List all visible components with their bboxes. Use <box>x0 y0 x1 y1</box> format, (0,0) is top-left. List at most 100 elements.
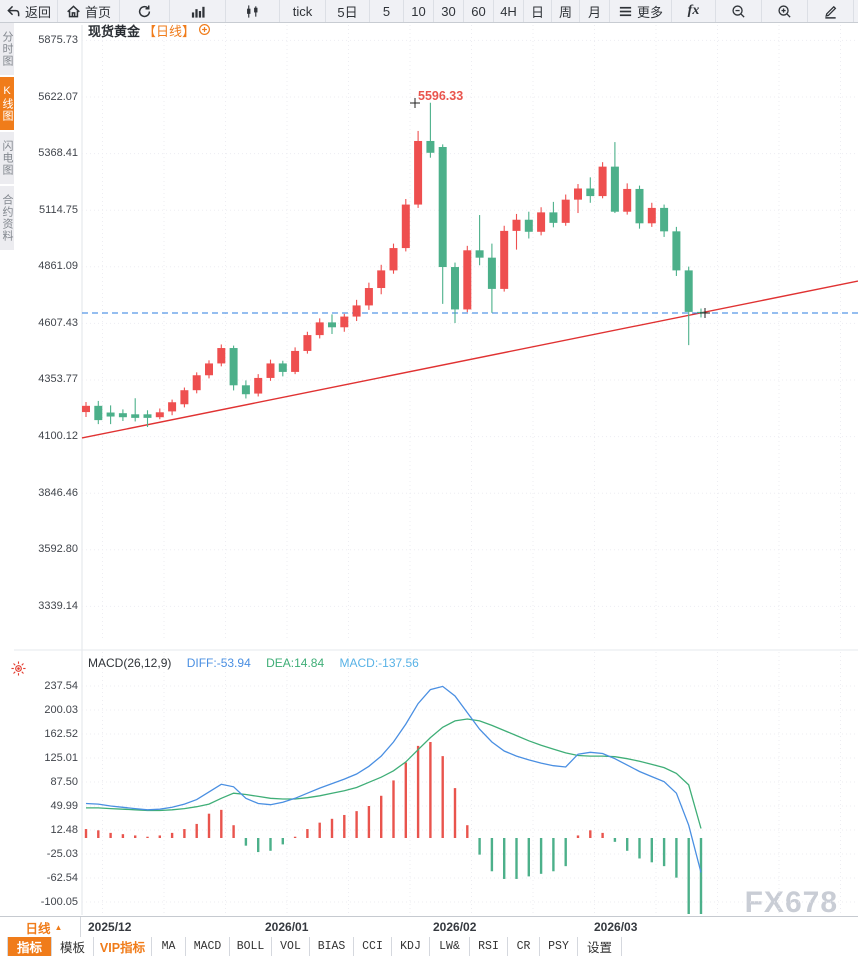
cr-button[interactable]: CR <box>508 937 540 956</box>
more-button[interactable]: 更多 <box>610 0 672 22</box>
macd-diff-line <box>85 685 702 873</box>
add-compare-icon[interactable] <box>198 23 211 39</box>
candle-body <box>451 267 459 310</box>
indicator-tab[interactable]: 指标 <box>8 937 52 956</box>
triangle-up-icon: ▲ <box>54 922 63 932</box>
chart-style-candles-button[interactable] <box>226 0 280 22</box>
interval-4h-button[interactable]: 4H <box>494 0 524 22</box>
candle-body <box>389 248 398 271</box>
price-tick-label: 3592.80 <box>38 543 78 556</box>
period-selector-dropdown[interactable]: 日线 ▲ <box>8 917 81 937</box>
macd-tick-label: -25.03 <box>46 847 78 860</box>
candle-body <box>364 288 373 306</box>
candle-body <box>598 166 607 197</box>
candle-body <box>684 270 693 312</box>
candle-body <box>524 219 533 232</box>
template-tab[interactable]: 模板 <box>52 937 94 956</box>
macd-dea-line <box>86 718 702 829</box>
boll-button[interactable]: BOLL <box>230 937 272 956</box>
zoom-out-button[interactable] <box>716 0 762 22</box>
candle-body <box>586 188 595 197</box>
interval-4h-button-label: 4H <box>500 3 517 19</box>
fx-indicator-button[interactable]: fx <box>672 0 716 22</box>
candle-body <box>475 250 484 258</box>
candle-body <box>168 402 177 412</box>
tab-kline-chart[interactable]: K线图 <box>0 77 14 130</box>
indicator-settings-icon[interactable] <box>11 661 26 681</box>
candle-body <box>377 270 386 289</box>
candle-body <box>118 413 127 418</box>
interval-10m-button[interactable]: 10 <box>404 0 434 22</box>
macd-tick-label: 87.50 <box>50 775 78 788</box>
psy-button[interactable]: PSY <box>540 937 578 956</box>
back-button[interactable]: 返回 <box>0 0 58 22</box>
macd-button[interactable]: MACD <box>186 937 230 956</box>
draw-button[interactable] <box>808 0 854 22</box>
tab-lightning-chart[interactable]: 闪电图 <box>0 132 14 184</box>
macd-tick-label: 49.99 <box>50 799 78 812</box>
price-tick-label: 4607.43 <box>38 316 78 329</box>
vol-button[interactable]: VOL <box>272 937 310 956</box>
price-tick-label: 5622.07 <box>38 90 78 103</box>
tab-time-chart[interactable]: 分时图 <box>0 23 14 75</box>
candle-body <box>660 207 669 232</box>
candle-body <box>426 140 435 153</box>
date-axis-label: 2025/12 <box>88 920 132 934</box>
candle-body <box>537 212 546 232</box>
fx-indicator-button-label: fx <box>687 3 700 18</box>
lwr-button[interactable]: LW& <box>430 937 470 956</box>
candle-body <box>549 212 558 223</box>
back-icon <box>6 4 21 19</box>
candle-body <box>229 348 238 386</box>
price-tick-label: 4353.77 <box>38 373 78 386</box>
interval-day-button[interactable]: 日 <box>524 0 552 22</box>
tab-contract-info[interactable]: 合约资料 <box>0 186 14 250</box>
trend-line <box>81 280 858 439</box>
interval-5d-button[interactable]: 5日 <box>326 0 370 22</box>
candle-body <box>291 350 300 372</box>
zoom-in-button[interactable] <box>762 0 808 22</box>
kdj-button[interactable]: KDJ <box>392 937 430 956</box>
refresh-button[interactable] <box>120 0 170 22</box>
interval-week-button[interactable]: 周 <box>552 0 580 22</box>
candle-body <box>352 305 361 317</box>
interval-30m-button[interactable]: 30 <box>434 0 464 22</box>
macd-dea-value: DEA:14.84 <box>266 656 325 670</box>
chart-type-sidebar: 分时图 K线图闪电图合约资料 <box>0 23 14 252</box>
ma-button[interactable]: MA <box>152 937 186 956</box>
date-axis-row: 日线 ▲ 2025/12 2026/01 2026/02 2026/03 <box>0 916 858 938</box>
settings-button[interactable]: 设置 <box>578 937 622 956</box>
interval-60m-button[interactable]: 60 <box>464 0 494 22</box>
interval-month-button-label: 月 <box>587 4 601 20</box>
vip-indicator-tab[interactable]: VIP指标 <box>94 937 152 956</box>
candle-body <box>82 405 90 413</box>
macd-tick-label: 200.03 <box>44 703 78 716</box>
chart-style-bars-button[interactable] <box>170 0 226 22</box>
candle-body <box>143 414 152 418</box>
candle-body <box>328 322 336 328</box>
candle-body <box>623 188 632 212</box>
zoom-out-icon <box>731 4 746 19</box>
candle-body <box>487 257 496 289</box>
highest-price-label: 5596.33 <box>418 89 464 103</box>
price-tick-label: 3846.46 <box>38 486 78 499</box>
rsi-button[interactable]: RSI <box>470 937 508 956</box>
interval-5m-button[interactable]: 5 <box>370 0 404 22</box>
home-button[interactable]: 首页 <box>58 0 120 22</box>
interval-tick-button[interactable]: tick <box>280 0 326 22</box>
price-tick-label: 5114.75 <box>39 203 78 216</box>
candle-body <box>278 363 287 372</box>
bias-button[interactable]: BIAS <box>310 937 354 956</box>
candle-body <box>131 414 140 418</box>
price-tick-label: 3339.14 <box>38 599 78 612</box>
indicator-toolbar: 指标 模板 VIP指标 MA MACD BOLL VOL BIAS CCI KDJ LW& RSI CR… <box>0 937 858 956</box>
macd-header: MACD(26,12,9) DIFF:-53.94 DEA:14.84 MACD… <box>88 656 431 670</box>
candle-body <box>180 390 189 405</box>
candle-body <box>401 204 410 249</box>
candle-body <box>241 385 250 395</box>
timeframe-label: 【日线】 <box>143 24 196 39</box>
interval-month-button[interactable]: 月 <box>580 0 610 22</box>
cci-button[interactable]: CCI <box>354 937 392 956</box>
candle-body <box>512 219 521 231</box>
